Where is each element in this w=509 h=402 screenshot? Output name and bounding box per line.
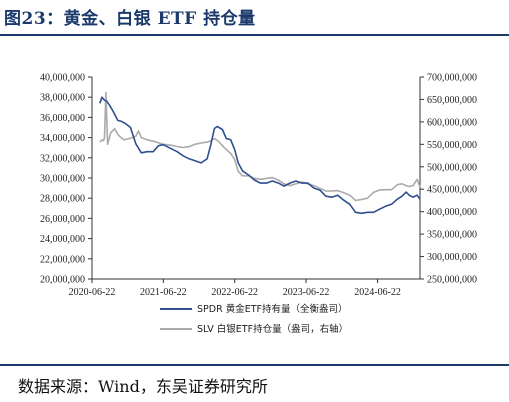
y-right-tick-label: 550,000,000: [427, 140, 477, 151]
y-right-tick-label: 350,000,000: [427, 230, 477, 241]
y-left-tick-label: 32,000,000: [40, 153, 85, 164]
y-right-tick-label: 700,000,000: [427, 73, 477, 84]
x-tick-label: 2023-06-22: [283, 287, 330, 298]
y-left-tick-label: 30,000,000: [40, 174, 85, 185]
top-rule: [0, 34, 509, 36]
bottom-rule: [0, 364, 509, 366]
y-left-tick-label: 20,000,000: [40, 275, 85, 286]
legend-label-slv: SLV 白银ETF持仓量（盎司，右轴）: [197, 323, 348, 335]
y-left-tick-label: 22,000,000: [40, 254, 85, 265]
figure-title: 图23：黄金、白银 ETF 持仓量: [4, 9, 256, 29]
y-left-tick-label: 28,000,000: [40, 194, 85, 205]
y-right-tick-label: 300,000,000: [427, 252, 477, 263]
x-tick-label: 2020-06-22: [69, 287, 116, 298]
y-left-tick-label: 26,000,000: [40, 214, 85, 225]
y-left-tick-label: 40,000,000: [40, 73, 85, 84]
y-right-tick-label: 500,000,000: [427, 162, 477, 173]
x-tick-label: 2021-06-22: [140, 287, 187, 298]
y-right-tick-label: 600,000,000: [427, 117, 477, 128]
y-left-tick-label: 36,000,000: [40, 113, 85, 124]
source-note: 数据来源：Wind，东吴证券研究所: [18, 377, 268, 396]
series-line-spdr: [99, 96, 421, 215]
legend-label-spdr: SPDR 黄金ETF持有量（全衡盎司）: [197, 303, 347, 315]
etf-holdings-chart: 40,000,000 38,000,000 36,000,000 34,000,000…: [40, 73, 477, 336]
y-right-tick-label: 450,000,000: [427, 185, 477, 196]
series-line-slv: [99, 91, 421, 202]
y-left-tick-label: 34,000,000: [40, 133, 85, 144]
x-tick-label: 2024-06-22: [354, 287, 401, 298]
y-left-tick-label: 24,000,000: [40, 234, 85, 245]
y-right-tick-label: 650,000,000: [427, 95, 477, 106]
x-tick-label: 2022-06-22: [211, 287, 258, 298]
y-left-tick-label: 38,000,000: [40, 93, 85, 104]
y-right-tick-label: 250,000,000: [427, 275, 477, 286]
y-right-tick-label: 400,000,000: [427, 207, 477, 218]
